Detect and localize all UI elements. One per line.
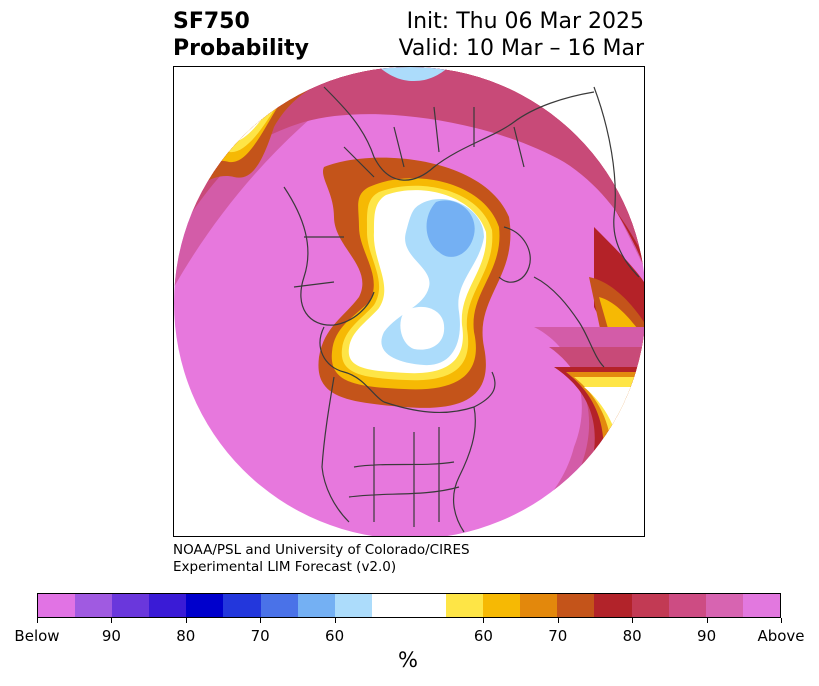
asia-coastline [323, 86, 595, 181]
colorbar-tick [781, 618, 782, 623]
colorbar-tick-label: 60 [325, 627, 345, 645]
colorbar-segment [446, 594, 484, 617]
colorbar-segment [75, 594, 113, 617]
colorbar-tick [706, 618, 708, 623]
east-asia-coastline [283, 186, 375, 326]
africa-coastline [593, 86, 640, 278]
colorbar-tick [483, 618, 485, 623]
colorbar-segment [38, 594, 76, 617]
colorbar-segment [260, 594, 298, 617]
us-state-borders [348, 427, 460, 527]
colorbar-segment [631, 594, 669, 617]
colorbar-segment [223, 594, 261, 617]
colorbar-tick [334, 618, 336, 623]
credit: NOAA/PSL and University of Colorado/CIRE… [173, 542, 470, 576]
colorbar-segment [408, 594, 447, 617]
title-variable: SF750 [173, 9, 250, 34]
colorbar-tick-label: 80 [622, 627, 642, 645]
coastlines [283, 86, 640, 533]
title-product: Probability [173, 36, 309, 61]
colorbar-tick-label: 80 [176, 627, 196, 645]
colorbar-segment [705, 594, 743, 617]
colorbar-segment [594, 594, 632, 617]
colorbar-tick-label: Below [14, 627, 60, 645]
field-neutral-pole [400, 306, 445, 350]
colorbar-segment [186, 594, 224, 617]
forecast-dates: Init: Thu 06 Mar 2025 Valid: 10 Mar – 16… [399, 8, 644, 62]
colorbar-segment [334, 594, 372, 617]
colorbar-tick-label: 90 [697, 627, 717, 645]
valid-range: Valid: 10 Mar – 16 Mar [398, 36, 644, 61]
credit-line-1: NOAA/PSL and University of Colorado/CIRE… [173, 542, 470, 558]
colorbar-tick-label: 70 [250, 627, 270, 645]
colorbar-tick [632, 618, 634, 623]
colorbar-unit: % [398, 648, 418, 672]
init-date: Init: Thu 06 Mar 2025 [406, 9, 644, 34]
colorbar-tick-label: 60 [473, 627, 493, 645]
map-title: SF750 Probability [173, 8, 309, 62]
colorbar-segment [371, 594, 409, 617]
country-borders [293, 106, 525, 288]
probability-field [174, 67, 644, 536]
field-below-70-arctic [426, 200, 475, 257]
colorbar-tick-label: 70 [548, 627, 568, 645]
alaska-coastline [319, 326, 385, 403]
colorbar-segment [668, 594, 706, 617]
colorbar-tick-label: 90 [101, 627, 121, 645]
colorbar-tick [111, 618, 113, 623]
colorbar-segment [297, 594, 335, 617]
colorbar-segment [742, 594, 780, 617]
probability-colorbar [37, 593, 781, 618]
colorbar-tick-label: Above [757, 627, 805, 645]
europe-coastline [533, 276, 605, 368]
east-america-coastline [452, 406, 476, 533]
polar-projection-map [174, 67, 644, 536]
colorbar-segment [483, 594, 521, 617]
field-below-60-top [379, 67, 449, 81]
colorbar-tick [37, 618, 38, 623]
west-america-coastline [321, 376, 350, 523]
colorbar-tick [260, 618, 262, 623]
colorbar-segment [520, 594, 558, 617]
colorbar-segment [149, 594, 187, 617]
greenland-coastline [498, 226, 531, 283]
colorbar-tick [185, 618, 187, 623]
colorbar-tick [557, 618, 559, 623]
forecast-map [173, 66, 645, 537]
colorbar-segment [557, 594, 595, 617]
credit-line-2: Experimental LIM Forecast (v2.0) [173, 559, 397, 575]
colorbar-segment [112, 594, 150, 617]
